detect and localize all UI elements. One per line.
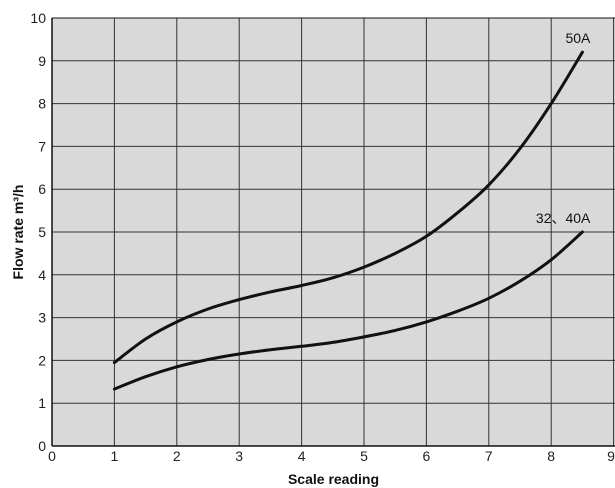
series-lines <box>112 50 584 391</box>
series-label-32-40a: 32、40A <box>536 210 591 226</box>
y-tick-label: 4 <box>38 267 46 283</box>
series-labels: 50A 32、40A <box>536 30 591 226</box>
y-tick-label: 10 <box>30 10 46 26</box>
y-tick-label: 0 <box>38 438 46 454</box>
y-tick-label: 3 <box>38 310 46 326</box>
series-line-32-40a <box>112 230 584 391</box>
y-tick-label: 6 <box>38 181 46 197</box>
x-tick-label: 5 <box>360 448 368 464</box>
series-label-50a: 50A <box>565 30 591 46</box>
y-tick-label: 8 <box>38 96 46 112</box>
x-tick-label: 7 <box>485 448 493 464</box>
y-tick-label: 2 <box>38 352 46 368</box>
y-axis-title: Flow rate m³/h <box>10 185 26 280</box>
x-tick-label: 3 <box>235 448 243 464</box>
axes <box>51 17 615 447</box>
series-line-50a <box>112 50 584 364</box>
x-tick-label: 1 <box>111 448 119 464</box>
x-tick-label: 8 <box>547 448 555 464</box>
y-tick-label: 7 <box>38 138 46 154</box>
y-tick-label: 5 <box>38 224 46 240</box>
y-tick-label: 1 <box>38 395 46 411</box>
y-tick-label: 9 <box>38 53 46 69</box>
x-tick-label: 4 <box>298 448 306 464</box>
grid <box>52 18 615 446</box>
x-tick-label: 9 <box>607 448 615 464</box>
y-tick-labels: 0 1 2 3 4 5 6 7 8 9 10 <box>30 10 46 454</box>
x-tick-labels: 0 1 2 3 4 5 6 7 8 9 <box>48 448 615 464</box>
x-tick-label: 2 <box>173 448 181 464</box>
x-tick-label: 0 <box>48 448 56 464</box>
x-axis-title: Scale reading <box>288 471 379 487</box>
x-tick-label: 6 <box>422 448 430 464</box>
